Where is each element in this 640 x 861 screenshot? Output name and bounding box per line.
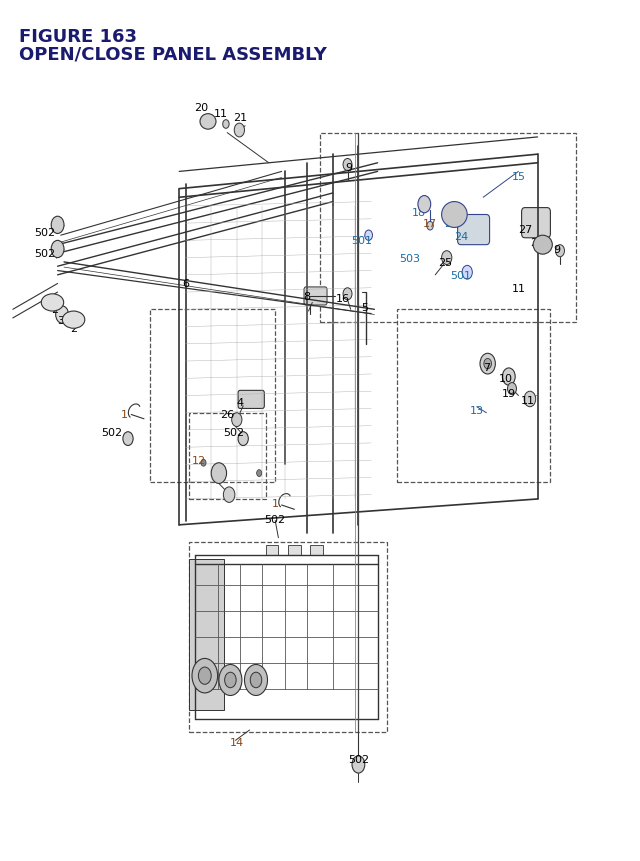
Text: 21: 21	[233, 113, 247, 123]
Text: 11: 11	[214, 108, 228, 119]
Circle shape	[538, 239, 547, 251]
Text: 502: 502	[348, 754, 369, 765]
Ellipse shape	[442, 202, 467, 228]
Circle shape	[427, 222, 433, 231]
Text: 22: 22	[444, 219, 458, 229]
Text: 26: 26	[220, 410, 234, 420]
Circle shape	[462, 266, 472, 280]
Text: 27: 27	[518, 225, 532, 235]
Text: 15: 15	[511, 171, 525, 182]
Text: 7: 7	[483, 362, 490, 373]
Circle shape	[418, 196, 431, 214]
Text: 17: 17	[423, 219, 437, 229]
Circle shape	[250, 672, 262, 688]
Circle shape	[556, 245, 564, 257]
Circle shape	[352, 756, 365, 773]
Circle shape	[219, 665, 242, 696]
Text: 16: 16	[335, 294, 349, 304]
Text: 2: 2	[51, 305, 58, 315]
Circle shape	[68, 313, 79, 328]
Circle shape	[51, 241, 64, 258]
Text: 5: 5	[362, 302, 368, 313]
Circle shape	[234, 124, 244, 138]
Circle shape	[244, 665, 268, 696]
Circle shape	[365, 231, 372, 241]
Text: 4: 4	[236, 397, 244, 407]
Text: 12: 12	[191, 455, 205, 466]
Circle shape	[56, 307, 68, 324]
Text: 2: 2	[70, 324, 77, 334]
Circle shape	[223, 121, 229, 129]
Text: 501: 501	[451, 270, 471, 281]
Bar	[189, 560, 224, 710]
Circle shape	[343, 159, 352, 171]
Text: 9: 9	[553, 245, 561, 255]
Text: 502: 502	[264, 514, 286, 524]
Text: 8: 8	[303, 292, 311, 302]
Circle shape	[192, 659, 218, 693]
Circle shape	[198, 667, 211, 684]
Text: 25: 25	[438, 257, 452, 268]
FancyBboxPatch shape	[304, 288, 327, 306]
Circle shape	[343, 288, 352, 300]
Text: 13: 13	[470, 406, 484, 416]
FancyBboxPatch shape	[238, 391, 264, 409]
Ellipse shape	[41, 294, 64, 312]
Bar	[189, 413, 266, 499]
Circle shape	[257, 470, 262, 477]
Circle shape	[201, 460, 206, 467]
Text: 501: 501	[351, 236, 372, 246]
Text: FIGURE 163: FIGURE 163	[19, 28, 137, 46]
Text: 502: 502	[223, 427, 244, 437]
Circle shape	[502, 369, 515, 386]
FancyBboxPatch shape	[458, 215, 490, 245]
Bar	[310, 545, 323, 555]
Circle shape	[223, 487, 235, 503]
Bar	[266, 545, 278, 555]
Circle shape	[508, 383, 516, 395]
Bar	[189, 542, 387, 732]
Bar	[397, 310, 550, 482]
FancyBboxPatch shape	[522, 208, 550, 238]
Text: 6: 6	[182, 279, 189, 289]
Circle shape	[448, 207, 461, 224]
Text: 1: 1	[272, 499, 278, 509]
Bar	[150, 310, 275, 482]
Circle shape	[238, 432, 248, 446]
Text: 9: 9	[345, 163, 353, 173]
Circle shape	[123, 432, 133, 446]
Text: 3: 3	[58, 315, 64, 325]
Text: 11: 11	[521, 395, 535, 406]
Text: 10: 10	[499, 374, 513, 384]
Text: 14: 14	[230, 737, 244, 747]
Circle shape	[484, 359, 492, 369]
Text: 24: 24	[454, 232, 468, 242]
Text: 502: 502	[101, 427, 123, 437]
Text: 19: 19	[502, 388, 516, 399]
Circle shape	[47, 295, 58, 311]
Bar	[288, 545, 301, 555]
Circle shape	[225, 672, 236, 688]
Circle shape	[232, 413, 242, 427]
Circle shape	[204, 116, 212, 128]
Text: 18: 18	[412, 208, 426, 218]
Ellipse shape	[533, 236, 552, 255]
Text: 11: 11	[511, 283, 525, 294]
Circle shape	[211, 463, 227, 484]
Ellipse shape	[63, 312, 85, 329]
Circle shape	[442, 251, 452, 265]
Circle shape	[51, 217, 64, 234]
Text: 20: 20	[195, 102, 209, 113]
Circle shape	[524, 392, 536, 407]
Text: 1: 1	[122, 410, 128, 420]
Text: 23: 23	[531, 238, 545, 248]
Circle shape	[480, 354, 495, 375]
Text: 502: 502	[34, 249, 56, 259]
Text: 502: 502	[34, 227, 56, 238]
Text: 503: 503	[399, 253, 420, 263]
Text: OPEN/CLOSE PANEL ASSEMBLY: OPEN/CLOSE PANEL ASSEMBLY	[19, 46, 327, 64]
Ellipse shape	[200, 115, 216, 130]
